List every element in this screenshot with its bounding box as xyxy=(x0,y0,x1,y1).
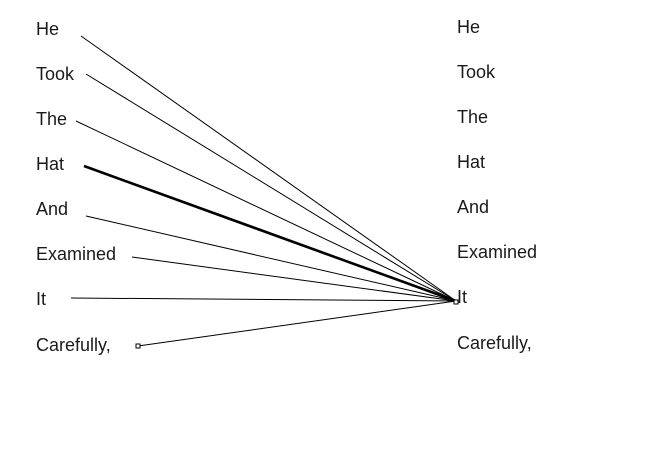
left-word-took: Took xyxy=(36,64,75,84)
link-it-to-it xyxy=(70,297,457,302)
right-word-hat: Hat xyxy=(457,152,486,172)
right-word-he: He xyxy=(457,17,481,37)
right-word-took: Took xyxy=(457,62,496,82)
right-word-and: And xyxy=(457,197,490,217)
left-word-the: The xyxy=(36,109,68,129)
link-examined-to-it xyxy=(131,256,457,302)
link-the-to-it xyxy=(75,120,457,302)
left-word-examined: Examined xyxy=(36,244,117,264)
left-word-hat: Hat xyxy=(36,154,65,174)
link-took-to-it xyxy=(85,73,457,302)
right-word-it: It xyxy=(457,287,468,307)
right-word-examined: Examined xyxy=(457,242,538,262)
link-he-to-it xyxy=(80,35,457,302)
left-word-carefully: Carefully, xyxy=(36,335,111,355)
right-word-the: The xyxy=(457,107,489,127)
line-start-handle[interactable] xyxy=(135,343,141,349)
left-word-and: And xyxy=(36,199,69,219)
link-hat-to-it xyxy=(83,164,457,303)
link-and-to-it xyxy=(85,215,457,302)
left-word-he: He xyxy=(36,19,60,39)
right-word-carefully: Carefully, xyxy=(457,333,532,353)
line-end-handle[interactable] xyxy=(453,299,459,305)
link-carefully-to-it xyxy=(137,300,457,347)
left-word-it: It xyxy=(36,289,47,309)
